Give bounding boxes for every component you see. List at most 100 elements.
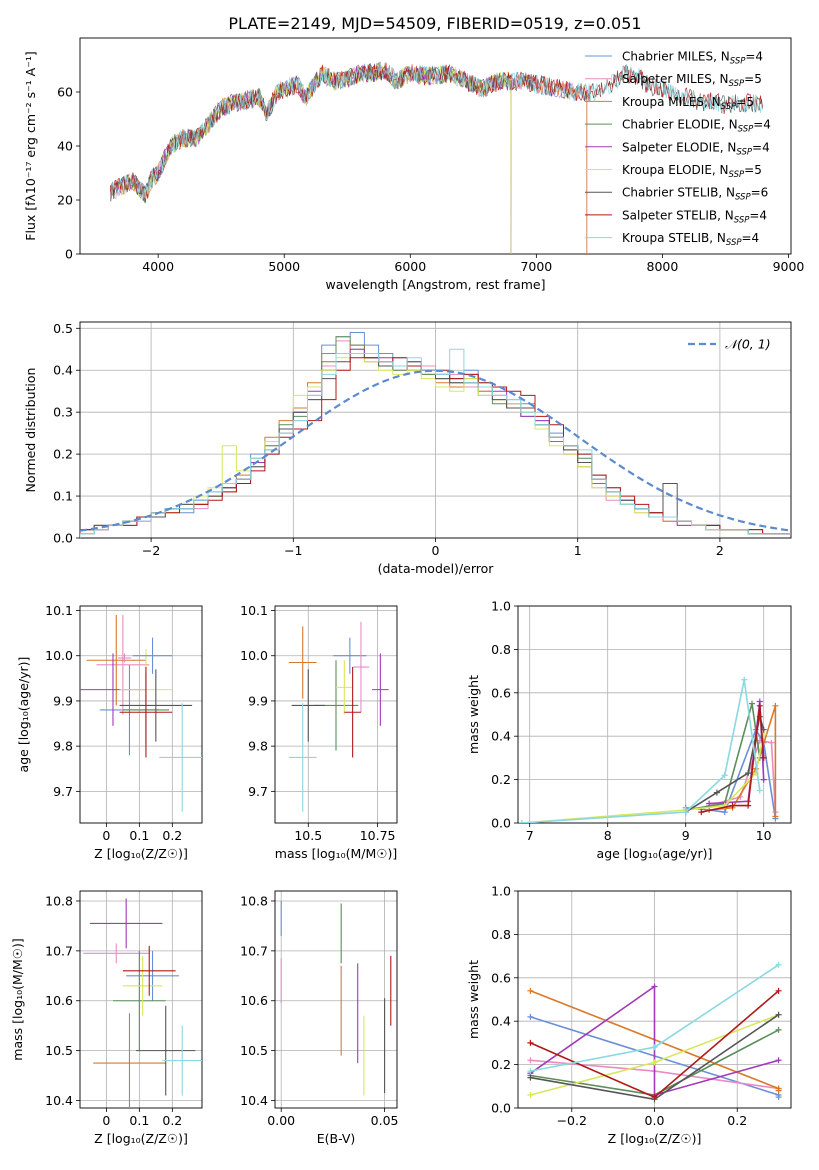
legend-entry-label: Kroupa STELIB, NSSP=4: [622, 231, 759, 248]
mass-weight-point: [518, 820, 525, 823]
x-tick-label: 0.2: [162, 828, 182, 843]
y-axis-label: Normed distribution: [23, 368, 38, 493]
mass-weight-point: [756, 702, 763, 709]
histogram-layer: [80, 332, 791, 538]
x-tick-label: 2: [716, 543, 724, 558]
axis-layer: −2 −1 0 1 2 0.0 0.1 0.2 0.3 0.4 0.5 (data-model)/er…: [23, 321, 792, 576]
mass-weight-lines: [527, 961, 782, 1103]
x-tick-label: 9: [682, 828, 690, 843]
spectrum-legend: Chabrier MILES, NSSP=4 Salpeter MILES, NS…: [585, 50, 771, 248]
mass-weight-point: [760, 776, 767, 783]
y-tick-label: 9.8: [53, 739, 73, 754]
x-tick-label: 0: [102, 828, 110, 843]
axis-layer: 0 0.1 0.2 9.7 9.8 9.9 10.0 10.1 Z [log₁₀(Z/Z☉)] a…: [16, 603, 203, 861]
y-tick-label: 9.8: [248, 739, 268, 754]
legend-entry-label: Kroupa MILES, NSSP=5: [622, 95, 754, 112]
y-tick-label: 0.2: [491, 772, 511, 787]
mass-weight-point: [775, 1094, 782, 1101]
legend-entry-label: Salpeter ELODIE, NSSP=4: [622, 140, 770, 157]
axis-layer: 0.00 0.05 10.4 10.5 10.6 10.7 10.8 E(B-V): [240, 890, 399, 1146]
axes-frame: [79, 321, 792, 539]
mass-weight-point: [772, 813, 779, 820]
mass-weight-point: [651, 1094, 658, 1101]
age-vs-mass-panel: 10.5 10.75 9.7 9.8 9.9 10.0 10.1 mass [log₁₀(M/…: [240, 603, 398, 861]
axes-frame: [79, 890, 203, 1109]
figure-title: PLATE=2149, MJD=54509, FIBERID=0519, z=0…: [228, 14, 641, 33]
spectrum-series-line: [109, 63, 588, 254]
mass-weight-lines: [518, 676, 779, 823]
residuals-panel: −2 −1 0 1 2 0.0 0.1 0.2 0.3 0.4 0.5 (data-model)/er…: [23, 321, 792, 576]
y-tick-label: 0.0: [491, 816, 511, 831]
y-tick-label: 10.5: [45, 1043, 73, 1058]
x-tick-label: 0.2: [162, 1113, 182, 1128]
mass-weight-point: [721, 772, 728, 779]
mass-weight-point: [775, 961, 782, 968]
x-tick-label: 7000: [520, 259, 552, 274]
spectrum-series-line: [109, 63, 588, 254]
normal-legend-label: 𝒩(0, 1): [725, 337, 771, 352]
y-axis-label: age [log₁₀(age/yr)]: [16, 657, 31, 773]
spectrum-lines: [109, 61, 763, 254]
mass-weight-series-line: [709, 705, 777, 817]
mass-weight-point: [775, 1087, 782, 1094]
y-tick-label: 10.4: [240, 1093, 268, 1108]
mass-weight-point: [775, 987, 782, 994]
mass-weight-point: [527, 987, 534, 994]
x-tick-label: −0.2: [557, 1113, 587, 1128]
mass-weight-point: [775, 1011, 782, 1018]
errorbar-layer: [83, 898, 202, 1108]
axes-frame: [79, 605, 203, 824]
x-tick-label: 4000: [142, 259, 174, 274]
y-axis-label: mass [log₁₀(M/M☉)]: [10, 938, 25, 1060]
spectrum-panel: 4000 5000 6000 7000 8000 9000 0 20 40 60 wavelengt…: [23, 37, 804, 292]
spectrum-series-line: [109, 62, 763, 203]
mass-weight-point: [756, 787, 763, 794]
mass-weight-point: [682, 809, 689, 816]
mass-weight-point: [698, 809, 705, 816]
mass-weight-point: [651, 1059, 658, 1066]
mass-vs-extinction-panel: 0.00 0.05 10.4 10.5 10.6 10.7 10.8 E(B-V): [240, 890, 399, 1146]
y-tick-label: 9.9: [53, 693, 73, 708]
x-axis-label: mass [log₁₀(M/M☉)]: [275, 846, 397, 861]
y-tick-label: 10.1: [45, 603, 73, 618]
mass-weight-point: [527, 1013, 534, 1020]
legend-entry-label: Salpeter STELIB, NSSP=4: [622, 208, 767, 225]
x-axis-label: Z [log₁₀(Z/Z☉)]: [94, 846, 188, 861]
y-tick-label: 0.0: [491, 1101, 511, 1116]
y-tick-label: 60: [57, 85, 73, 100]
x-tick-label: 1: [574, 543, 582, 558]
y-tick-label: 10.5: [240, 1043, 268, 1058]
mass-weight-series-line: [529, 984, 779, 1097]
mass-weight-point: [775, 1057, 782, 1064]
x-tick-label: 0.1: [129, 828, 149, 843]
spectrum-series-line: [109, 63, 763, 202]
axis-layer: 4000 5000 6000 7000 8000 9000 0 20 40 60 wavelengt…: [23, 37, 804, 292]
axes-frame: [517, 605, 792, 824]
mass-weight-vs-metallicity-panel: −0.2 0.0 0.2 0.0 0.2 0.4 0.6 0.8 1.0 Z [log₁₀(Z/Z…: [466, 884, 792, 1146]
y-tick-label: 0.6: [491, 685, 511, 700]
mass-weight-point: [768, 739, 775, 746]
mass-vs-metallicity-panel: 0 0.1 0.2 10.4 10.5 10.6 10.7 10.8 Z [log₁₀(Z/Z☉…: [10, 890, 203, 1146]
mass-weight-series-line: [685, 727, 777, 819]
axes-frame: [79, 37, 792, 255]
spectrum-series-line: [109, 61, 588, 254]
axis-layer: 10.5 10.75 9.7 9.8 9.9 10.0 10.1 mass [log₁₀(M/…: [240, 603, 398, 861]
y-tick-label: 1.0: [491, 599, 511, 614]
y-tick-label: 0.4: [53, 363, 73, 378]
mass-weight-point: [527, 1057, 534, 1064]
y-tick-label: 9.7: [248, 784, 268, 799]
axis-layer: 7 8 9 10 0.0 0.2 0.4 0.6 0.8 1.0 age [log₁₀(age/yr…: [466, 599, 792, 861]
legend-entry-label: Chabrier MILES, NSSP=4: [622, 50, 763, 67]
errorbar-layer: [80, 615, 202, 812]
mass-weight-series-line: [521, 733, 765, 823]
mass-weight-point: [651, 1044, 658, 1051]
axes-frame: [517, 890, 792, 1109]
y-tick-label: 10.6: [240, 993, 268, 1008]
y-tick-label: 10.1: [240, 603, 268, 618]
y-tick-label: 20: [57, 193, 73, 208]
spectrum-series-line: [110, 62, 763, 201]
y-tick-label: 0.3: [53, 405, 73, 420]
y-axis-label: mass weight: [466, 675, 481, 754]
x-tick-label: 8: [604, 828, 612, 843]
mass-weight-point: [772, 702, 779, 709]
